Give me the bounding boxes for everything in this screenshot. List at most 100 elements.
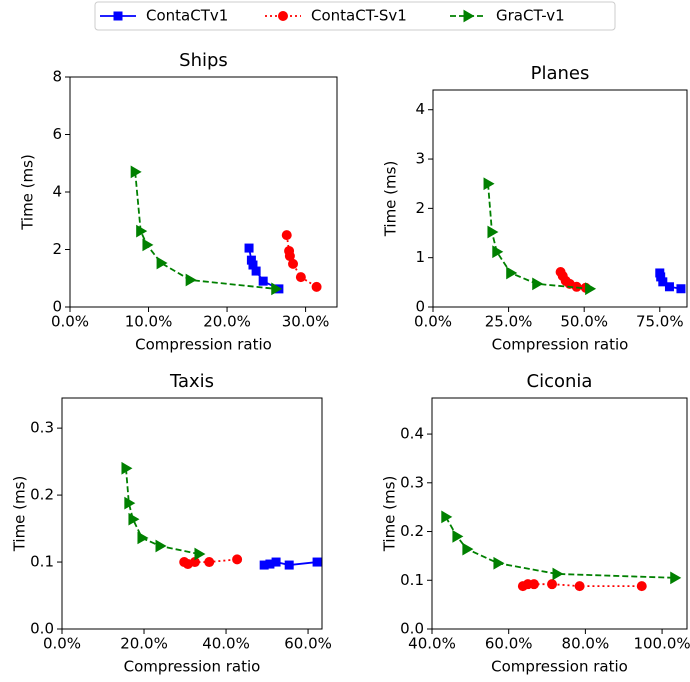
x-tick-label: 0.0% [43,635,81,653]
data-point [483,177,495,191]
y-tick-label: 4 [52,183,62,201]
y-tick-label: 2 [52,240,62,258]
x-tick-label: 20.0% [120,635,168,653]
data-point [124,496,136,510]
subplot-title: Ciconia [527,371,593,392]
x-tick-label: 60.0% [485,635,533,653]
legend-box [94,1,616,31]
x-tick-label: 10.0% [125,313,173,331]
y-tick-label: 0 [415,298,425,316]
y-tick-label: 0.1 [400,571,424,589]
data-point [156,256,168,270]
legend: ContaCTv1 ContaCT-Sv1 GraCT-v1 [94,1,616,31]
data-point [311,281,322,292]
y-tick-label: 2 [415,199,425,217]
data-point [441,510,453,524]
subplot-title: Taxis [169,371,214,392]
y-tick-label: 0.3 [30,419,54,437]
y-tick-label: 3 [415,150,425,168]
data-point [492,245,504,259]
data-point [284,560,294,570]
legend-label: ContaCTv1 [146,7,228,25]
y-tick-label: 0.1 [30,553,54,571]
data-point [251,266,261,276]
series-line [487,183,590,290]
x-axis-label: Compression ratio [124,658,261,676]
legend-label: GraCT-v1 [496,7,565,25]
data-point [658,277,668,287]
plot-frame [61,397,323,630]
subplot-title: Ships [179,50,228,71]
legend-marker [463,9,475,23]
data-point [676,284,686,294]
y-tick-label: 0.4 [400,425,424,443]
plot-frame [432,89,688,308]
y-tick-label: 0.0 [400,620,424,638]
data-point [506,266,518,280]
data-point [137,531,149,545]
data-point [204,557,215,568]
series-line [125,468,200,555]
data-point [244,243,254,253]
y-axis-label: Time (ms) [11,476,29,553]
data-point [670,571,682,585]
x-tick-label: 60.0% [284,635,332,653]
y-tick-label: 0.0 [30,620,54,638]
data-point [271,282,283,296]
y-tick-label: 6 [52,125,62,143]
series-line [134,171,276,290]
series-line [522,583,642,588]
data-point [552,567,564,581]
data-point [295,272,306,283]
plot-frame [431,397,688,630]
data-point [281,230,292,241]
data-point [121,461,133,475]
x-tick-label: 25.0% [485,313,533,331]
y-tick-label: 0.2 [30,486,54,504]
y-tick-label: 0.3 [400,473,424,491]
data-point [547,579,558,590]
x-tick-label: 20.0% [203,313,251,331]
data-point [636,581,647,592]
y-axis-label: Time (ms) [381,476,399,553]
legend-label: ContaCT-Sv1 [311,7,407,25]
data-point [585,282,597,296]
data-point [462,542,474,556]
data-point [574,581,585,592]
y-tick-label: 8 [52,68,62,86]
x-axis-label: Compression ratio [492,336,629,354]
data-point [155,539,167,553]
x-tick-label: 0.0% [414,313,452,331]
data-point [258,276,268,286]
subplot-title: Planes [531,63,590,84]
legend-marker [113,11,123,21]
x-tick-label: 30.0% [282,313,330,331]
legend-marker [278,11,288,21]
data-point [664,282,674,292]
data-point [493,556,505,570]
series-line [445,516,675,579]
data-point [142,238,154,252]
plot-frame [69,76,338,308]
data-point [529,579,539,590]
data-point [452,530,464,543]
x-tick-label: 100.0% [633,635,690,653]
data-point [487,225,499,239]
data-point [185,273,197,287]
data-point [194,547,206,561]
data-point [128,512,140,526]
y-tick-label: 0 [52,298,62,316]
y-axis-label: Time (ms) [382,161,400,238]
data-point [271,557,281,567]
x-axis-label: Compression ratio [491,658,628,676]
x-tick-label: 75.0% [636,313,684,331]
x-tick-label: 50.0% [560,313,608,331]
x-axis-label: Compression ratio [135,336,272,354]
y-tick-label: 0.2 [400,522,424,540]
data-point [232,554,243,565]
data-point [130,165,142,179]
y-tick-label: 4 [415,100,425,118]
x-tick-label: 80.0% [562,635,610,653]
data-point [312,557,322,567]
